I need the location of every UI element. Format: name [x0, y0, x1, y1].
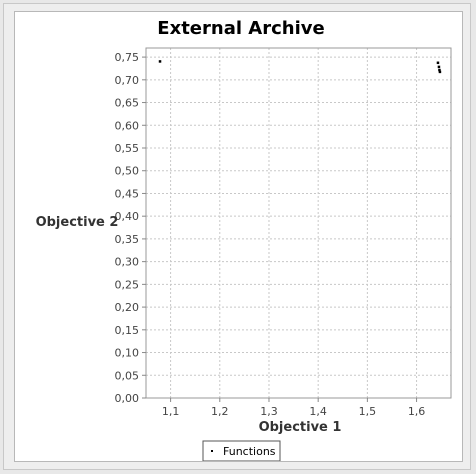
- legend-label: Functions: [223, 445, 276, 458]
- y-tick-label: 0,05: [115, 369, 140, 382]
- data-point: [158, 60, 162, 63]
- y-tick-label: 0,25: [115, 278, 140, 291]
- data-point: [438, 68, 441, 72]
- chart-panel: External Archive 0,00 0,05 0,10 0,15 0,20 0,2…: [14, 11, 463, 462]
- x-tick-label: 1,1: [162, 405, 180, 418]
- grid: [146, 48, 451, 399]
- plot-area: [145, 47, 452, 399]
- window-frame: External Archive 0,00 0,05 0,10 0,15 0,20 0,2…: [3, 3, 471, 470]
- x-axis-ticks: 1,1 1,2 1,3 1,4 1,5 1,6: [162, 398, 425, 418]
- y-axis-label: Objective 2: [36, 215, 119, 230]
- x-tick-label: 1,6: [408, 405, 426, 418]
- x-tick-label: 1,4: [309, 405, 327, 418]
- legend-box: [202, 440, 281, 461]
- y-axis-ticks: 0,00 0,05 0,10 0,15 0,20 0,25 0,30 0,35 0,40 0,45…: [115, 51, 146, 405]
- y-tick-label: 0,15: [115, 324, 140, 337]
- legend-marker: [211, 450, 213, 452]
- x-tick-label: 1,3: [260, 405, 278, 418]
- y-tick-label: 0,45: [115, 187, 140, 200]
- data-point: [438, 70, 442, 74]
- x-tick-label: 1,2: [211, 405, 229, 418]
- y-tick-label: 0,00: [115, 392, 140, 405]
- y-tick-label: 0,50: [115, 165, 140, 178]
- y-tick-label: 0,35: [115, 233, 140, 246]
- y-tick-label: 0,10: [115, 347, 140, 360]
- x-axis-label: Objective 1: [259, 420, 342, 435]
- y-tick-label: 0,60: [115, 119, 140, 132]
- chart-title: External Archive: [157, 18, 324, 39]
- scatter-chart: External Archive 0,00 0,05 0,10 0,15 0,20 0,2…: [36, 18, 452, 461]
- y-tick-label: 0,30: [115, 256, 140, 269]
- legend: Functions: [202, 440, 281, 461]
- y-tick-label: 0,20: [115, 301, 140, 314]
- y-tick-label: 0,40: [115, 210, 140, 223]
- data-point: [436, 61, 440, 65]
- y-tick-label: 0,70: [115, 74, 140, 87]
- y-tick-label: 0,55: [115, 142, 140, 155]
- x-tick-label: 1,5: [359, 405, 377, 418]
- y-tick-label: 0,75: [115, 51, 140, 64]
- data-point: [437, 65, 441, 69]
- data-points: [158, 60, 442, 74]
- y-tick-label: 0,65: [115, 97, 140, 110]
